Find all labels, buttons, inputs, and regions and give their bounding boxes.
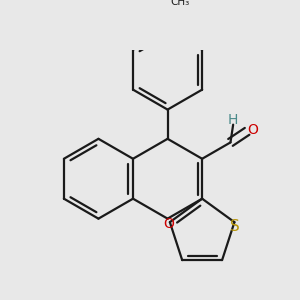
Text: S: S — [230, 219, 239, 234]
Text: O: O — [163, 217, 174, 231]
Text: H: H — [228, 113, 238, 127]
Text: O: O — [248, 123, 258, 137]
Text: CH₃: CH₃ — [170, 0, 189, 7]
